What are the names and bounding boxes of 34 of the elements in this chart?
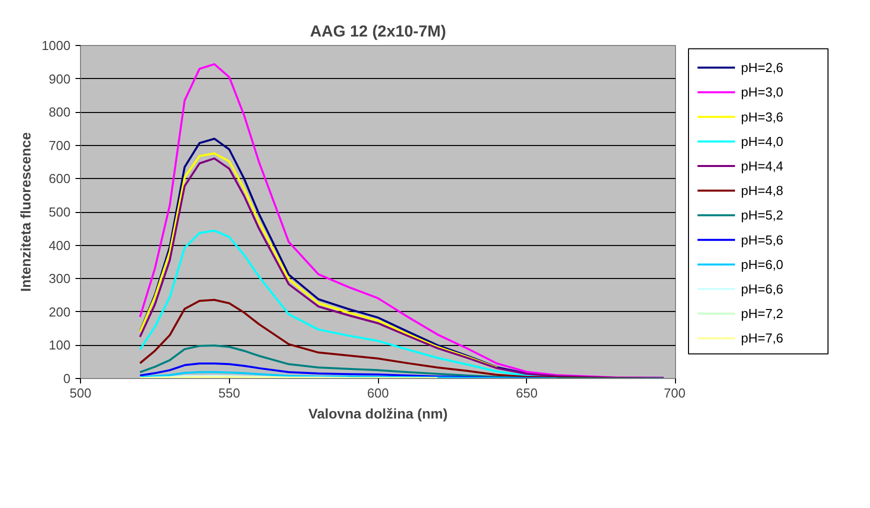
chart-title: AAG 12 (2x10-7M) xyxy=(310,24,446,40)
x-tick-label: 650 xyxy=(516,386,538,400)
y-tick-label: 100 xyxy=(48,338,71,353)
y-tick-label: 600 xyxy=(48,171,71,186)
y-tick-label: 500 xyxy=(48,204,71,220)
legend-label: pH=3,6 xyxy=(741,109,784,124)
x-tick-label: 600 xyxy=(367,386,389,400)
legend-label: pH=3,0 xyxy=(741,84,784,100)
legend-label: pH=7,6 xyxy=(741,330,784,346)
y-tick-label: 0 xyxy=(63,371,71,386)
legend-label: pH=2,6 xyxy=(741,60,784,76)
y-tick-label: 800 xyxy=(48,104,71,120)
legend-label: pH=5,6 xyxy=(741,232,784,248)
legend-label: pH=4,4 xyxy=(741,158,784,174)
y-tick-label: 1000 xyxy=(42,38,70,53)
legend-label: pH=6,0 xyxy=(741,256,784,272)
y-tick-label: 200 xyxy=(48,304,71,320)
y-tick-label: 400 xyxy=(48,238,71,253)
x-tick-label: 700 xyxy=(664,386,686,400)
y-axis-title: Intenziteta fluorescence xyxy=(18,132,34,292)
legend-label: pH=5,2 xyxy=(741,208,784,223)
y-tick-label: 900 xyxy=(48,71,71,86)
legend-label: pH=6,6 xyxy=(741,282,784,297)
legend-label: pH=7,2 xyxy=(741,306,784,322)
x-tick-label: 500 xyxy=(70,386,92,400)
line-series xyxy=(139,371,558,378)
line-series xyxy=(139,152,498,369)
x-tick-label: 550 xyxy=(218,386,240,400)
legend-label: pH=4,8 xyxy=(741,183,784,198)
y-tick-label: 700 xyxy=(48,138,71,153)
x-axis-title: Valovna dolžina (nm) xyxy=(308,406,448,422)
line-series xyxy=(139,344,665,378)
y-tick-label: 300 xyxy=(48,271,71,286)
legend-label: pH=4,0 xyxy=(741,134,784,149)
